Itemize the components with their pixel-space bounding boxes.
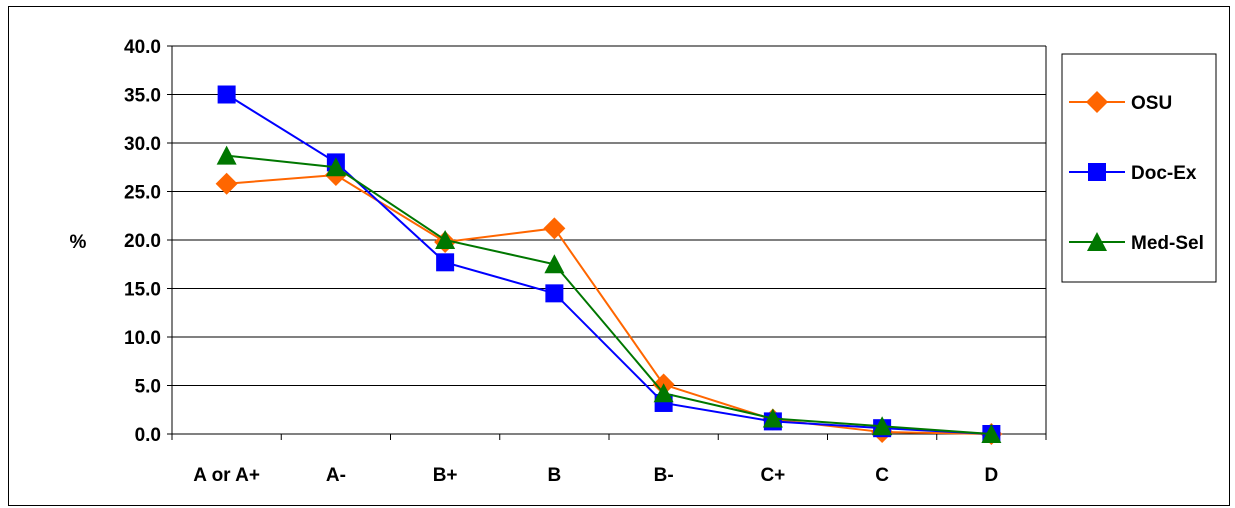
y-tick-label: 25.0: [124, 183, 161, 204]
legend-label: OSU: [1131, 93, 1172, 114]
y-tick-label: 40.0: [124, 37, 161, 58]
x-tick-label: A-: [326, 465, 346, 486]
legend-marker: [1087, 232, 1107, 251]
y-tick-label: 35.0: [124, 86, 161, 107]
series-line: [226, 154, 992, 435]
legend-entry: Med-Sel: [1069, 232, 1204, 254]
chart-frame: [8, 6, 1230, 506]
legend-entry: Doc-Ex: [1069, 163, 1197, 184]
axes: 0.0 5.0 10.0 15.0 20.0 25.0 30.0 35.0 40.0 A or A…: [124, 37, 1047, 486]
x-tick-label: A or A+: [193, 465, 260, 486]
x-tick-label: D: [985, 465, 999, 486]
y-tick-label: 30.0: [124, 134, 161, 155]
legend-entry: OSU: [1069, 91, 1172, 114]
gridlines: [172, 45, 1046, 386]
data-point: [981, 424, 1002, 443]
data-point: [216, 145, 237, 165]
x-tick-label: B-: [654, 465, 674, 486]
data-point: [653, 383, 674, 403]
legend-label: Med-Sel: [1131, 233, 1204, 254]
series-line: [226, 93, 992, 435]
series-layer: [215, 85, 1003, 445]
legend-marker: [1088, 163, 1106, 181]
series-osu: [215, 164, 1003, 445]
y-tick-label: 15.0: [124, 280, 161, 301]
data-point: [544, 254, 565, 274]
data-point: [545, 284, 564, 303]
x-tick-label: C+: [760, 465, 785, 486]
legend-box: [1061, 53, 1217, 283]
series-med-sel: [216, 145, 1002, 443]
legend: OSU Doc-Ex Med-Sel: [1061, 53, 1217, 283]
data-point: [872, 416, 893, 436]
data-point: [217, 85, 236, 104]
data-point: [435, 230, 456, 249]
series-doc-ex: [217, 85, 1001, 443]
data-point: [215, 172, 238, 195]
y-tick-label: 0.0: [135, 425, 161, 446]
x-tick-label: B: [548, 465, 562, 486]
y-axis-label: %: [70, 232, 87, 253]
data-point: [543, 217, 566, 240]
series-line: [226, 173, 992, 435]
legend-label: Doc-Ex: [1131, 163, 1197, 184]
legend-marker: [1086, 91, 1108, 113]
y-tick-label: 10.0: [124, 328, 161, 349]
data-point: [436, 253, 455, 272]
y-tick-label: 20.0: [124, 231, 161, 252]
y-tick-label: 5.0: [135, 377, 161, 398]
data-point: [762, 408, 783, 428]
x-tick-label: B+: [433, 465, 458, 486]
data-point: [325, 157, 346, 177]
x-tick-label: C: [875, 465, 889, 486]
